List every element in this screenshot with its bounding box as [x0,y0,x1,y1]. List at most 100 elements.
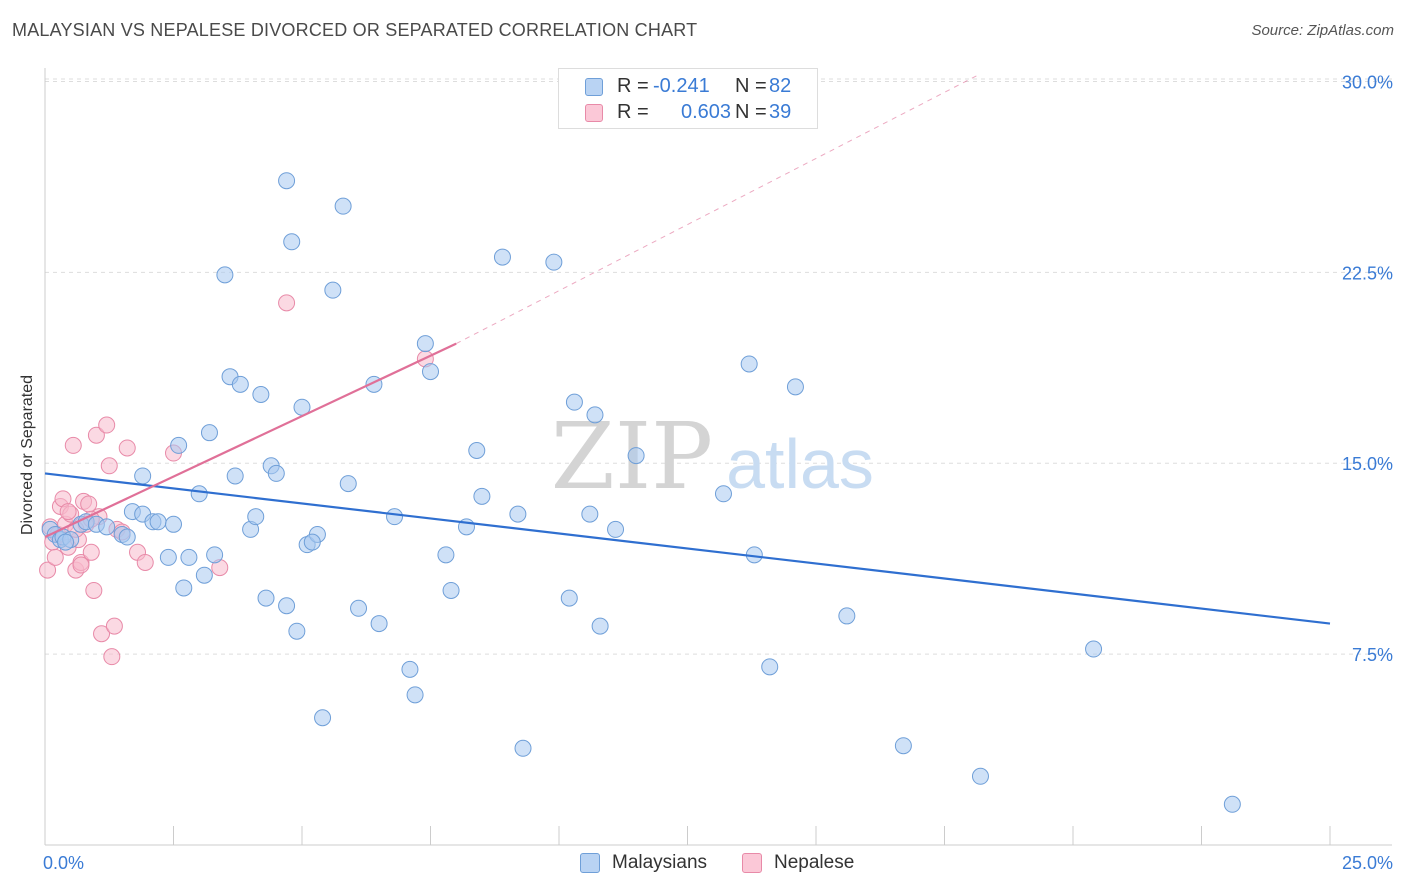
malaysian-point [134,467,152,485]
malaysian-point [560,589,578,607]
y-tick-label: 30.0% [1342,72,1393,92]
malaysian-point [1223,795,1241,813]
malaysian-point [545,253,563,271]
nepalese-point [100,457,118,475]
grid-lines [45,78,1392,655]
nepalese-legend-swatch [742,853,762,873]
malaysian-point [314,709,332,727]
malaysian-point [581,505,599,523]
malaysian-points [41,172,1241,813]
malaysian-point [740,355,758,373]
n-value: 39 [769,101,792,123]
malaysian-point [190,485,208,503]
malaysian-point [370,615,388,633]
axes [44,68,1392,846]
malaysian-point [422,363,439,381]
malaysian-point [607,520,625,538]
n-label: N = [735,101,767,123]
nepalese-point [93,625,111,643]
malaysian-point [334,197,352,215]
malaysian-point [627,447,645,465]
malaysian-point [195,566,213,584]
malaysian-point [159,548,177,566]
nepalese-point [64,436,82,454]
malaysian-point [514,739,532,757]
malaysian-point [442,581,460,599]
r-value: 0.603 [681,101,732,123]
nepalese-point [80,495,98,513]
malaysian-point [206,546,224,564]
watermark-atlas: atlas [726,425,874,503]
malaysian-point [278,172,296,190]
malaysian-point [288,622,306,640]
nepalese-trend-line [44,342,457,539]
malaysian-point [216,266,234,284]
malaysian-point [257,589,275,607]
malaysian-point [350,599,368,617]
trend-lines [44,73,1331,625]
malaysian-point [416,335,434,353]
source-label: Source: ZipAtlas.com [1251,22,1394,39]
nepalese-point [118,439,136,457]
malaysian-point [565,393,583,411]
malaysian-point [149,513,167,531]
malaysian-point [509,505,527,523]
malaysian-point [586,406,604,424]
nepalese-point [85,581,103,599]
nepalese-swatch [585,104,603,122]
malaysian-point [437,546,455,564]
malaysian-trend-line [44,472,1331,625]
malaysian-point [278,597,296,615]
nepalese-point [59,503,77,521]
nepalese-point [98,416,116,434]
x-tick-label: 25.0% [1342,853,1393,873]
r-label: R = [617,75,649,97]
malaysian-point [98,518,116,536]
y-tick-label: 7.5% [1352,645,1393,665]
malaysian-point [894,737,912,755]
malaysian-point [57,533,75,551]
malaysians-legend-label: Malaysians [612,852,708,873]
malaysian-point [231,375,249,393]
nepalese-point [278,294,296,312]
malaysian-point [971,767,989,785]
nepalese-legend-label: Nepalese [774,852,855,873]
malaysian-point [226,467,244,485]
y-tick-label: 22.5% [1342,263,1393,283]
malaysian-point [339,475,357,493]
r-label: R = [617,101,649,123]
malaysian-point [1085,640,1103,658]
malaysian-point [714,485,732,503]
malaysian-point [252,386,270,404]
y-tick-label: 15.0% [1342,454,1393,474]
chart-title: MALAYSIAN VS NEPALESE DIVORCED OR SEPARA… [12,20,698,40]
malaysian-point [838,607,856,625]
malaysian-point [468,442,486,459]
malaysian-point [493,248,511,266]
malaysian-point [165,515,182,533]
n-value: 82 [769,75,792,97]
r-value: -0.241 [653,75,710,97]
y-axis-label: Divorced or Separated [19,374,36,536]
malaysian-point [283,233,301,251]
malaysian-point [473,487,491,505]
nepalese-point [87,426,105,444]
nepalese-trend-extension [455,73,981,345]
nepalese-point [82,543,100,561]
nepalese-point [46,548,64,566]
malaysian-point [267,464,285,482]
tick-labels: 7.5% 15.0% 22.5% 30.0% 0.0% 25.0% [43,72,1393,873]
nepalese-point [103,648,121,666]
malaysian-point [786,378,804,396]
nepalese-point [39,561,57,579]
malaysian-point [406,686,424,704]
malaysian-point [761,658,779,676]
malaysian-point [247,508,265,526]
nepalese-point [105,617,123,635]
nepalese-point [136,553,154,571]
malaysian-point [175,579,193,597]
n-label: N = [735,75,767,97]
correlation-legend: R = -0.241 N = 82 R = 0.603 N = 39 [558,68,818,129]
malaysian-point [591,617,609,635]
